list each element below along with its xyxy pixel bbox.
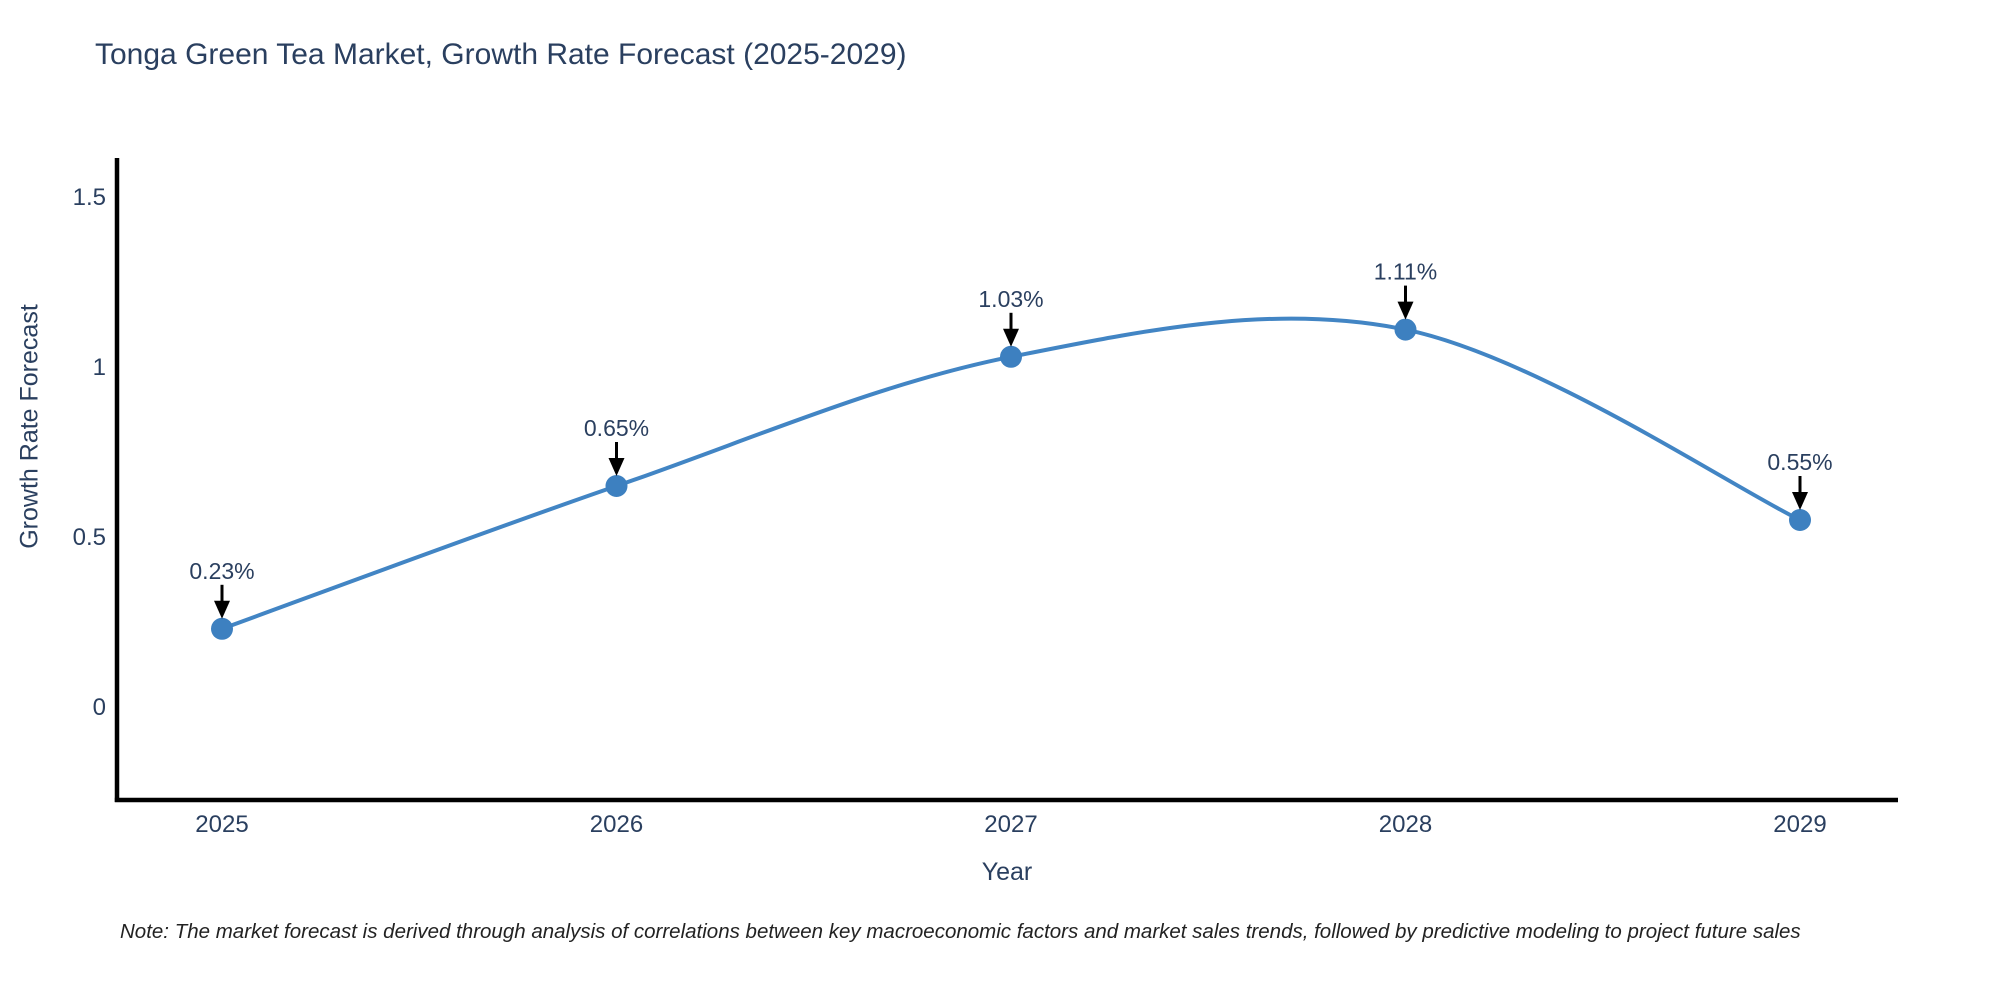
annotation-arrowhead: [1397, 301, 1414, 320]
point-annotation: 0.65%: [584, 415, 649, 441]
y-axis-title: Growth Rate Forecast: [15, 304, 44, 549]
point-annotation: 1.11%: [1374, 259, 1438, 285]
y-tick-label: 0: [93, 694, 106, 721]
data-point: [1394, 318, 1417, 341]
point-annotation: 0.55%: [1767, 449, 1832, 475]
y-tick-label: 1.5: [73, 184, 106, 211]
y-tick-label: 1: [93, 354, 106, 381]
annotation-arrowhead: [1792, 492, 1808, 510]
point-annotation: 0.23%: [189, 558, 254, 584]
x-tick-label: 2025: [195, 811, 248, 838]
annotation-arrowhead: [1003, 328, 1019, 347]
x-axis-title: Year: [981, 858, 1033, 886]
x-tick-label: 2027: [984, 811, 1037, 838]
point-annotation: 1.03%: [978, 286, 1043, 312]
x-tick-label: 2029: [1773, 811, 1826, 838]
chart-footnote: Note: The market forecast is derived thr…: [120, 920, 1801, 943]
data-point: [605, 475, 628, 497]
data-point: [1000, 345, 1022, 368]
x-tick-label: 2026: [590, 811, 643, 838]
annotation-arrowhead: [608, 458, 625, 476]
chart-title: Tonga Green Tea Market, Growth Rate Fore…: [95, 38, 907, 71]
data-point: [1789, 509, 1811, 531]
annotation-arrowhead: [214, 600, 230, 619]
y-tick-label: 0.5: [73, 524, 106, 551]
data-point: [211, 617, 233, 640]
x-tick-label: 2028: [1379, 811, 1432, 838]
